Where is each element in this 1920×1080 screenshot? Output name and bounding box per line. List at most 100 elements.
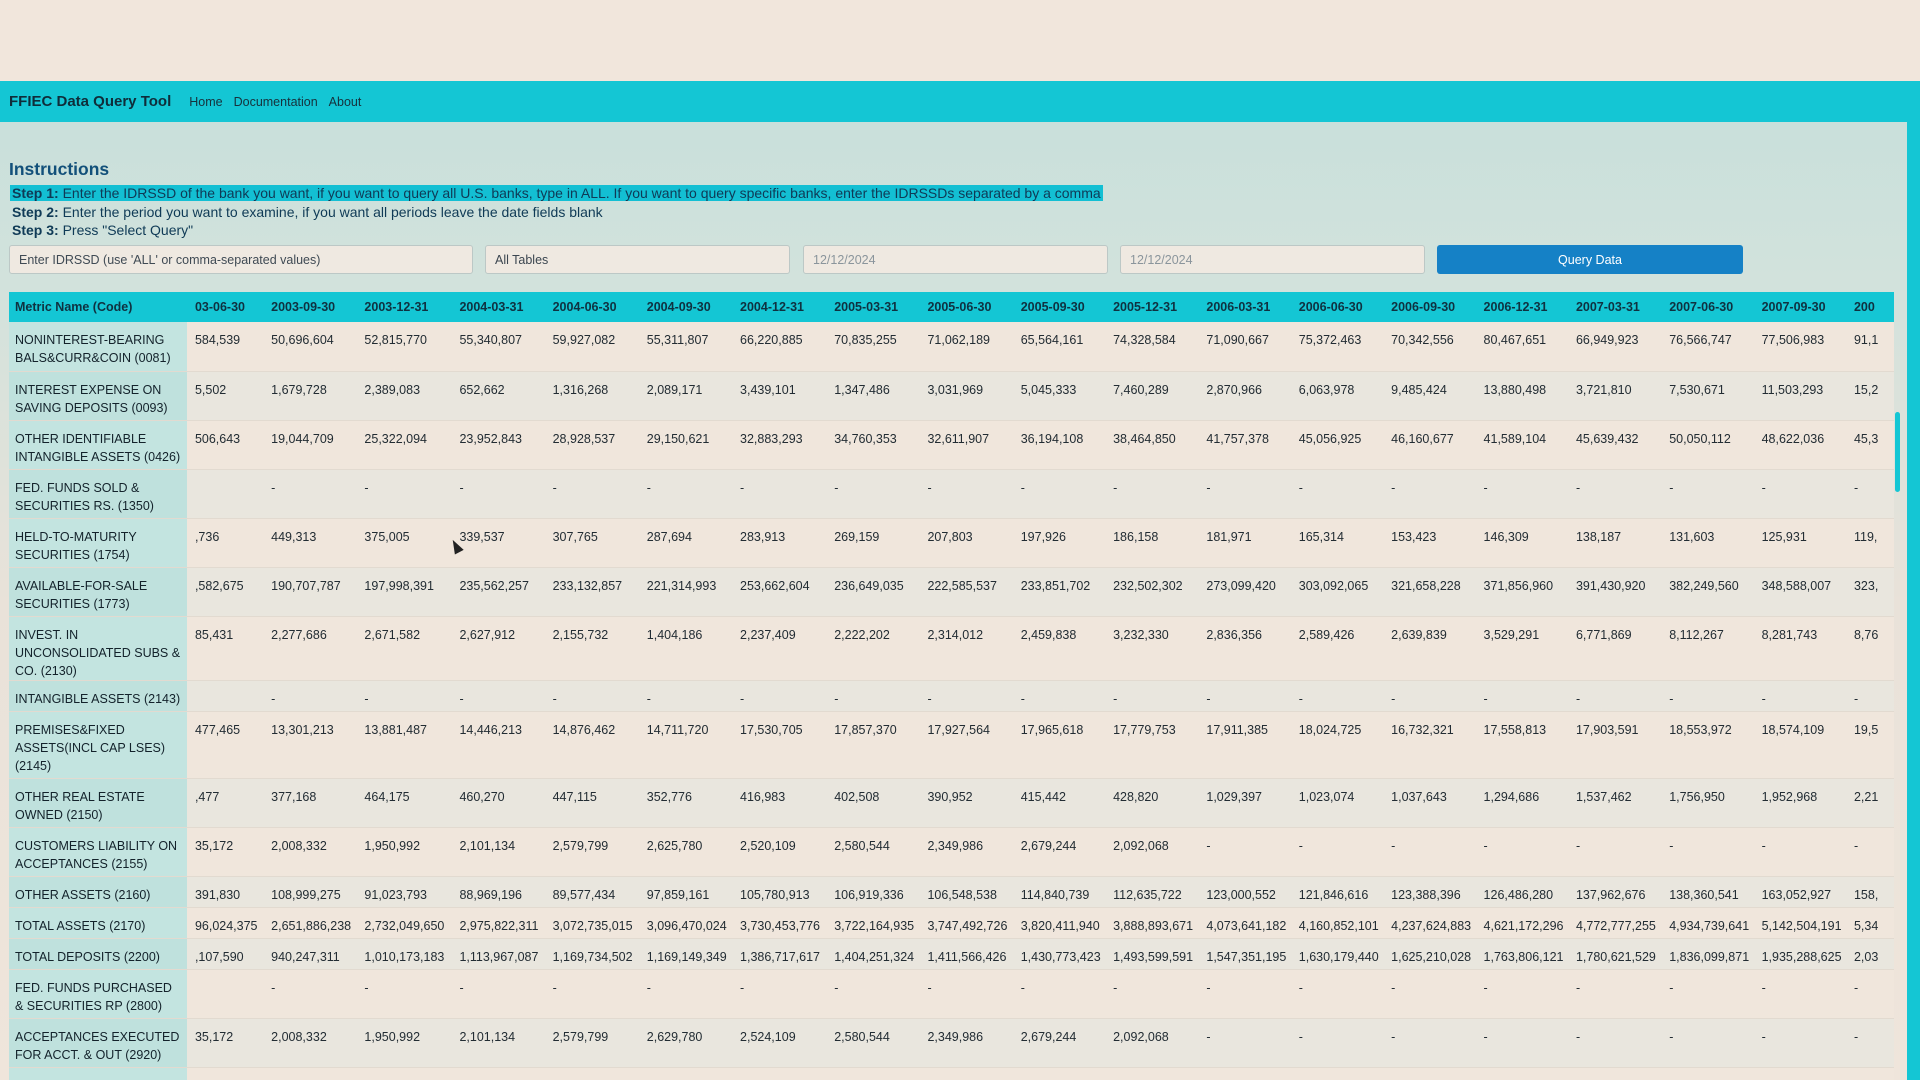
step-1-label: Step 1:: [12, 185, 59, 201]
value-cell: 190,707,787: [263, 567, 357, 617]
table-select[interactable]: All Tables: [485, 245, 790, 274]
table-row[interactable]: FED. FUNDS PURCHASED & SECURITIES RP (28…: [9, 969, 1894, 1019]
query-data-button[interactable]: Query Data: [1437, 245, 1743, 274]
value-cell: 4,772,777,255: [1567, 907, 1662, 939]
table-row[interactable]: CUSTOMERS LIABILITY ON ACCEPTANCES (2155…: [9, 827, 1894, 877]
value-cell: -: [638, 969, 733, 1019]
nav-link-home[interactable]: Home: [189, 94, 223, 109]
value-cell: 2,580,544: [826, 827, 920, 877]
value-cell: 163,052,927: [1753, 876, 1846, 908]
column-header-date[interactable]: 2006-03-31: [1198, 292, 1291, 322]
value-cell: 1,347,486: [826, 371, 920, 421]
value-cell: 2,03: [1845, 938, 1894, 970]
nav-link-about[interactable]: About: [328, 94, 362, 109]
value-cell: 105,780,913: [732, 876, 827, 908]
table-row[interactable]: ACCEPTANCES EXECUTED FOR ACCT. & OUT (29…: [9, 1018, 1894, 1068]
value-cell: 2,589,426: [1290, 616, 1384, 681]
value-cell: 76,857,066: [638, 1067, 733, 1080]
value-cell: -: [732, 680, 827, 712]
value-cell: 17,558,813: [1475, 711, 1568, 779]
table-row[interactable]: INTANGIBLE ASSETS (2143) - - - - - - - - - - - - - - - -…: [9, 680, 1894, 712]
value-cell: 153,423: [1383, 518, 1476, 568]
column-header-date[interactable]: 2004-06-30: [544, 292, 639, 322]
value-cell: -: [1383, 680, 1476, 712]
value-cell: 36,194,108: [1012, 420, 1106, 470]
value-cell: -: [638, 469, 733, 519]
value-cell: 55,311,807: [638, 322, 733, 372]
metric-name-cell: CUSTOMERS LIABILITY ON ACCEPTANCES (2155…: [9, 827, 187, 877]
value-cell: 138,360,541: [1661, 876, 1754, 908]
table-row[interactable]: TOTAL ASSETS (2170) 96,024,375 2,651,886,2…: [9, 907, 1894, 939]
value-cell: -: [732, 469, 827, 519]
value-cell: 652,662: [451, 371, 545, 421]
metric-name-cell: TOTAL DEPOSITS (2200): [9, 938, 187, 970]
column-header-date[interactable]: 03-06-30: [186, 292, 264, 322]
value-cell: 1,780,621,529: [1567, 938, 1662, 970]
table-row[interactable]: INVEST. IN UNCONSOLIDATED SUBS & CO. (21…: [9, 616, 1894, 681]
nav-link-documentation[interactable]: Documentation: [233, 94, 318, 109]
value-cell: 29,150,621: [638, 420, 733, 470]
table-row[interactable]: NONINTEREST-BEARING BALS&CURR&COIN (0081…: [9, 322, 1894, 372]
column-header-date[interactable]: 2004-09-30: [638, 292, 733, 322]
column-header-date[interactable]: 2007-06-30: [1661, 292, 1754, 322]
window-right-rail: [1907, 81, 1920, 1080]
value-cell: 89,310,172: [919, 1067, 1013, 1080]
column-header-date[interactable]: 2004-12-31: [732, 292, 827, 322]
value-cell: 1,756,950: [1661, 778, 1754, 828]
table-row[interactable]: HELD-TO-MATURITY SECURITIES (1754) ,736 44…: [9, 518, 1894, 568]
start-date-input[interactable]: [813, 252, 1107, 267]
table-vertical-scrollbar[interactable]: [1895, 412, 1900, 492]
step-1-body: Enter the IDRSSD of the bank you want, i…: [58, 185, 1101, 201]
table-row[interactable]: OTHER REAL ESTATE OWNED (2150) ,477 377,16…: [9, 778, 1894, 828]
value-cell: 13,301,213: [263, 711, 357, 779]
table-row[interactable]: OTHER ASSETS (2160) 391,830 108,999,275 91,…: [9, 876, 1894, 908]
column-header-date[interactable]: 2005-09-30: [1012, 292, 1106, 322]
table-row[interactable]: OTHER LIABILITIES, TOTAL700,94678,491,11…: [9, 1067, 1894, 1080]
column-header-date[interactable]: 2003-12-31: [356, 292, 452, 322]
value-cell: 3,747,492,726: [919, 907, 1013, 939]
column-header-date[interactable]: 200: [1845, 292, 1894, 322]
value-cell: 391,830: [186, 876, 264, 908]
column-header-date[interactable]: 2004-03-31: [451, 292, 545, 322]
value-cell: 1,493,599,591: [1105, 938, 1199, 970]
column-header-date[interactable]: 2005-12-31: [1105, 292, 1199, 322]
value-cell: 1,411,566,426: [919, 938, 1013, 970]
value-cell: 68,520,914: [451, 1067, 545, 1080]
value-cell: 428,820: [1105, 778, 1199, 828]
table-row[interactable]: INTEREST EXPENSE ON SAVING DEPOSITS (009…: [9, 371, 1894, 421]
column-header-metric[interactable]: Metric Name (Code): [9, 292, 187, 322]
value-cell: 55,340,807: [451, 322, 545, 372]
table-row[interactable]: TOTAL DEPOSITS (2200) ,107,590 940,247,311…: [9, 938, 1894, 970]
table-row[interactable]: FED. FUNDS SOLD & SECURITIES RS. (1350) -…: [9, 469, 1894, 519]
value-cell: 46,160,677: [1383, 420, 1476, 470]
column-header-date[interactable]: 2003-09-30: [263, 292, 357, 322]
value-cell: -: [1290, 1018, 1384, 1068]
table-row[interactable]: AVAILABLE-FOR-SALE SECURITIES (1773) ,582…: [9, 567, 1894, 617]
value-cell: 3,072,735,015: [544, 907, 639, 939]
table-row[interactable]: OTHER IDENTIFIABLE INTANGIBLE ASSETS (04…: [9, 420, 1894, 470]
value-cell: 17,857,370: [826, 711, 920, 779]
value-cell: -: [356, 680, 452, 712]
end-date-input[interactable]: [1130, 252, 1424, 267]
value-cell: 2,639,839: [1383, 616, 1476, 681]
idrssd-input[interactable]: [19, 252, 472, 267]
column-header-date[interactable]: 2007-09-30: [1753, 292, 1846, 322]
value-cell: -: [544, 469, 639, 519]
column-header-date[interactable]: 2006-12-31: [1475, 292, 1568, 322]
value-cell: ,582,675: [186, 567, 264, 617]
value-cell: 7,460,289: [1105, 371, 1199, 421]
column-header-date[interactable]: 2007-03-31: [1567, 292, 1662, 322]
results-table-container[interactable]: Metric Name (Code) 03-06-30 2003-09-30 2003…: [9, 292, 1894, 1080]
value-cell: 3,721,810: [1567, 371, 1662, 421]
column-header-date[interactable]: 2006-06-30: [1290, 292, 1384, 322]
value-cell: 287,694: [638, 518, 733, 568]
value-cell: 8,112,267: [1661, 616, 1754, 681]
column-header-date[interactable]: 2005-06-30: [919, 292, 1013, 322]
column-header-date[interactable]: 2006-09-30: [1383, 292, 1476, 322]
app-brand[interactable]: FFIEC Data Query Tool: [9, 93, 172, 110]
value-cell: 2,651,886,238: [263, 907, 357, 939]
table-row[interactable]: PREMISES&FIXED ASSETS(INCL CAP LSES) (21…: [9, 711, 1894, 779]
column-header-date[interactable]: 2005-03-31: [826, 292, 920, 322]
value-cell: 348,588,007: [1753, 567, 1846, 617]
metric-name-cell: OTHER REAL ESTATE OWNED (2150): [9, 778, 187, 828]
